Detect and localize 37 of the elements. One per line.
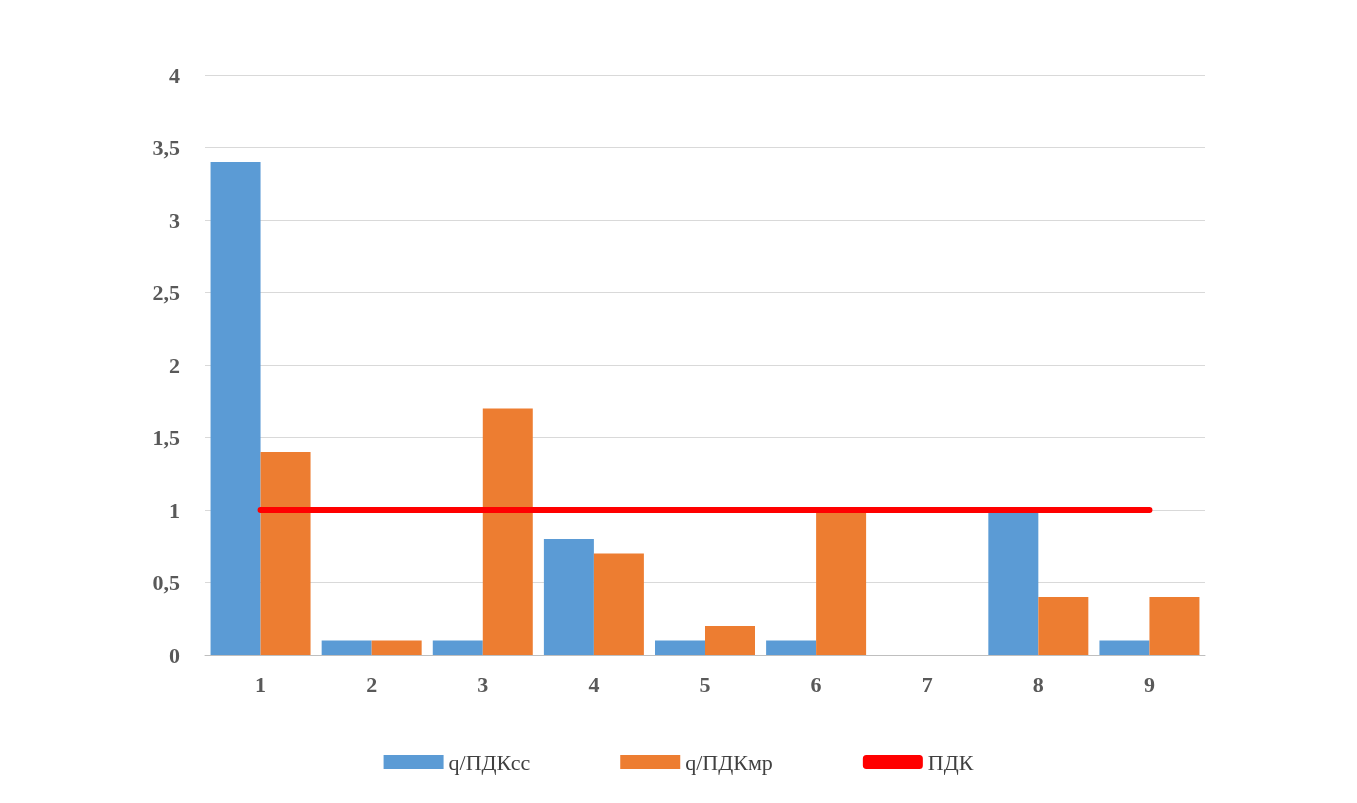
x-tick-label: 3 [477, 671, 489, 697]
bar [816, 510, 867, 655]
x-tick-label: 7 [921, 671, 933, 697]
bar [1149, 597, 1200, 655]
y-tick-label: 4 [169, 62, 180, 88]
x-tick-label: 5 [699, 671, 711, 697]
x-tick-label: 1 [255, 671, 267, 697]
y-tick-label: 1,5 [152, 425, 180, 450]
x-tick-label: 8 [1032, 671, 1044, 697]
y-tick-label: 2 [169, 352, 180, 378]
y-tick-label: 0,5 [152, 570, 180, 595]
y-tick-label: 3,5 [152, 135, 180, 160]
legend-label: q/ПДКмр [685, 749, 773, 775]
bar [432, 640, 483, 655]
bar [988, 510, 1039, 655]
bar [593, 553, 644, 655]
x-tick-label: 6 [810, 671, 822, 697]
bar [705, 626, 755, 655]
x-tick-label: 4 [588, 671, 600, 697]
bar [371, 640, 422, 655]
bar [260, 452, 311, 655]
y-tick-label: 2,5 [152, 280, 180, 305]
bar [543, 539, 594, 655]
y-tick-label: 1 [169, 497, 180, 523]
y-tick-label: 3 [169, 207, 180, 233]
bar [482, 408, 533, 655]
x-tick-label: 2 [366, 671, 378, 697]
legend-label: q/ПДКсс [448, 749, 531, 775]
bar [210, 162, 261, 655]
bar [766, 640, 817, 655]
bar [321, 640, 372, 655]
bar [1099, 640, 1150, 655]
bar [1038, 597, 1089, 655]
x-tick-label: 9 [1143, 671, 1155, 697]
legend-label: ПДК [927, 749, 974, 775]
bar [655, 640, 705, 655]
y-tick-label: 0 [169, 642, 180, 668]
